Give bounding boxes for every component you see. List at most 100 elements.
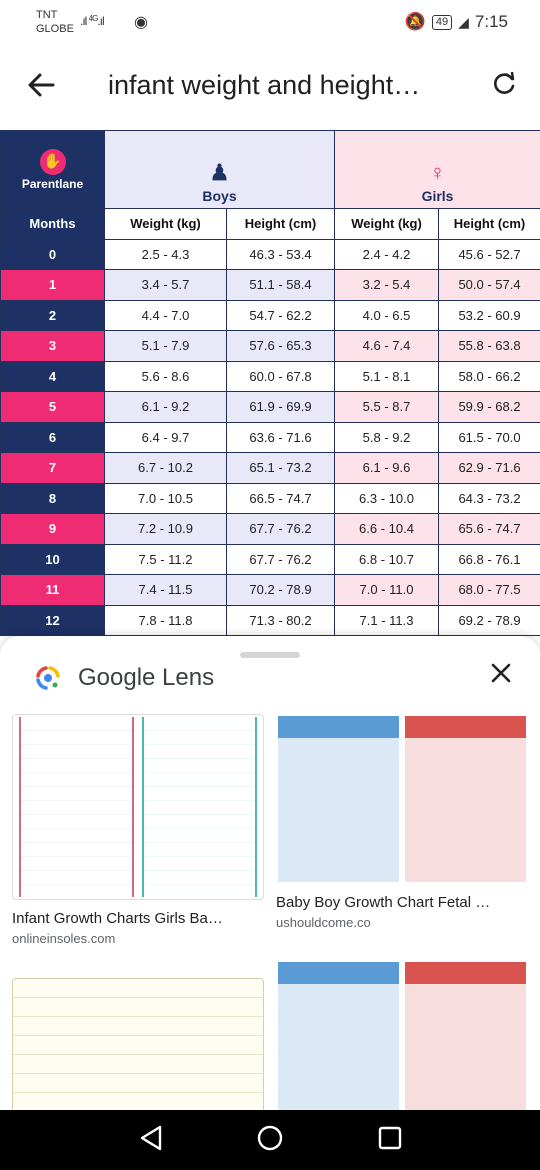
girls-header: ♀ Girls (334, 130, 540, 209)
google-lens-sheet: Google Lens Infant Growth Charts Girls B… (0, 636, 540, 1110)
value-cell: 61.9 - 69.9 (225, 391, 336, 423)
result-card[interactable] (276, 960, 528, 1110)
table-row: 3 5.1 - 7.9 57.6 - 65.3 4.6 - 7.4 55.8 - 63.… (0, 330, 540, 362)
drag-handle[interactable] (240, 652, 300, 658)
column-header: Weight (kg) (334, 208, 440, 240)
table-row: 12 7.8 - 11.8 71.3 - 80.2 7.1 - 11.3 69.2 - … (0, 604, 540, 636)
mute-icon: 🔕 (404, 12, 426, 31)
girl-icon: ♀ (429, 160, 446, 185)
month-cell: 7 (0, 452, 105, 484)
value-cell: 51.1 - 58.4 (225, 269, 336, 301)
circle-home-icon (257, 1125, 283, 1151)
value-cell: 69.2 - 78.9 (438, 604, 540, 636)
close-icon (491, 663, 511, 683)
value-cell: 7.5 - 11.2 (104, 543, 227, 575)
value-cell: 6.7 - 10.2 (104, 452, 227, 484)
value-cell: 54.7 - 62.2 (225, 299, 336, 331)
result-site: ushouldcome.co (276, 915, 371, 930)
value-cell: 7.4 - 11.5 (104, 574, 227, 606)
result-thumbnail (276, 714, 528, 884)
boy-icon: ♟ (209, 160, 230, 185)
value-cell: 70.2 - 78.9 (225, 574, 336, 606)
month-cell: 3 (0, 330, 105, 362)
value-cell: 57.6 - 65.3 (225, 330, 336, 362)
value-cell: 5.1 - 7.9 (104, 330, 227, 362)
growth-table: ✋ Parentlane ♟ Boys ♀ Girls Months Weigh… (0, 130, 540, 636)
column-header: Height (cm) (438, 208, 540, 240)
refresh-icon (494, 71, 515, 94)
value-cell: 50.0 - 57.4 (438, 269, 540, 301)
refresh-button[interactable] (490, 70, 518, 104)
month-cell: 10 (0, 543, 105, 575)
value-cell: 55.8 - 63.8 (438, 330, 540, 362)
column-header: Months (0, 208, 105, 240)
table-row: 1 3.4 - 5.7 51.1 - 58.4 3.2 - 5.4 50.0 - 57.… (0, 269, 540, 301)
value-cell: 66.5 - 74.7 (225, 482, 336, 514)
value-cell: 6.4 - 9.7 (104, 421, 227, 453)
table-row: 0 2.5 - 4.3 46.3 - 53.4 2.4 - 4.2 45.6 - 52.… (0, 238, 540, 270)
value-cell: 65.1 - 73.2 (225, 452, 336, 484)
table-row: 9 7.2 - 10.9 67.7 - 76.2 6.6 - 10.4 65.6 - 7… (0, 513, 540, 545)
app-bar: infant weight and height… (0, 46, 540, 130)
value-cell: 6.1 - 9.2 (104, 391, 227, 423)
value-cell: 61.5 - 70.0 (438, 421, 540, 453)
back-button[interactable] (26, 70, 58, 102)
value-cell: 63.6 - 71.6 (225, 421, 336, 453)
result-card[interactable]: Baby Boy Growth Chart Fetal … ushouldcom… (276, 714, 528, 930)
value-cell: 67.7 - 76.2 (225, 543, 336, 575)
value-cell: 5.1 - 8.1 (334, 360, 440, 392)
value-cell: 7.8 - 11.8 (104, 604, 227, 636)
value-cell: 7.1 - 11.3 (334, 604, 440, 636)
growth-chart-image[interactable]: ✋ Parentlane ♟ Boys ♀ Girls Months Weigh… (0, 130, 540, 636)
value-cell: 53.2 - 60.9 (438, 299, 540, 331)
value-cell: 59.9 - 68.2 (438, 391, 540, 423)
column-header: Weight (kg) (104, 208, 227, 240)
result-thumbnail (12, 714, 264, 900)
table-row: 4 5.6 - 8.6 60.0 - 67.8 5.1 - 8.1 58.0 - 66.… (0, 360, 540, 392)
signal-icon: .ıl 4G.ıl (80, 14, 105, 28)
nav-recents-button[interactable] (376, 1124, 404, 1159)
result-thumbnail (276, 960, 528, 1110)
table-row: 6 6.4 - 9.7 63.6 - 71.6 5.8 - 9.2 61.5 - 70.… (0, 421, 540, 453)
result-card[interactable] (12, 978, 264, 1110)
table-row: 8 7.0 - 10.5 66.5 - 74.7 6.3 - 10.0 64.3 - 7… (0, 482, 540, 514)
clock: 7:15 (474, 12, 508, 31)
month-cell: 6 (0, 421, 105, 453)
table-row: 5 6.1 - 9.2 61.9 - 69.9 5.5 - 8.7 59.9 - 68.… (0, 391, 540, 423)
value-cell: 6.3 - 10.0 (334, 482, 440, 514)
table-row: 10 7.5 - 11.2 67.7 - 76.2 6.8 - 10.7 66.8 - … (0, 543, 540, 575)
value-cell: 6.1 - 9.6 (334, 452, 440, 484)
parentlane-logo-icon: ✋ (39, 148, 66, 175)
value-cell: 5.6 - 8.6 (104, 360, 227, 392)
result-title: Infant Growth Charts Girls Ba… (12, 910, 223, 927)
value-cell: 5.5 - 8.7 (334, 391, 440, 423)
square-recents-icon (378, 1126, 402, 1150)
lens-title: Google Lens (78, 664, 215, 691)
value-cell: 4.4 - 7.0 (104, 299, 227, 331)
month-cell: 2 (0, 299, 105, 331)
value-cell: 67.7 - 76.2 (225, 513, 336, 545)
value-cell: 45.6 - 52.7 (438, 238, 540, 270)
navigation-bar (0, 1110, 540, 1170)
month-cell: 12 (0, 604, 105, 636)
value-cell: 65.6 - 74.7 (438, 513, 540, 545)
result-card[interactable]: Infant Growth Charts Girls Ba… onlineins… (12, 714, 264, 946)
value-cell: 2.5 - 4.3 (104, 238, 227, 270)
value-cell: 3.4 - 5.7 (104, 269, 227, 301)
result-thumbnail (12, 978, 264, 1110)
nav-back-button[interactable] (138, 1124, 164, 1159)
result-title: Baby Boy Growth Chart Fetal … (276, 894, 491, 911)
table-row: 11 7.4 - 11.5 70.2 - 78.9 7.0 - 11.0 68.0 - … (0, 574, 540, 606)
month-cell: 0 (0, 238, 105, 270)
value-cell: 46.3 - 53.4 (225, 238, 336, 270)
table-row: 2 4.4 - 7.0 54.7 - 62.2 4.0 - 6.5 53.2 - 60.… (0, 299, 540, 331)
close-button[interactable] (490, 660, 512, 690)
value-cell: 3.2 - 5.4 (334, 269, 440, 301)
value-cell: 60.0 - 67.8 (225, 360, 336, 392)
value-cell: 58.0 - 66.2 (438, 360, 540, 392)
eye-icon: ◉ (134, 14, 148, 31)
nav-home-button[interactable] (256, 1124, 284, 1159)
column-header: Height (cm) (225, 208, 336, 240)
value-cell: 64.3 - 73.2 (438, 482, 540, 514)
arrow-left-icon (28, 73, 55, 97)
